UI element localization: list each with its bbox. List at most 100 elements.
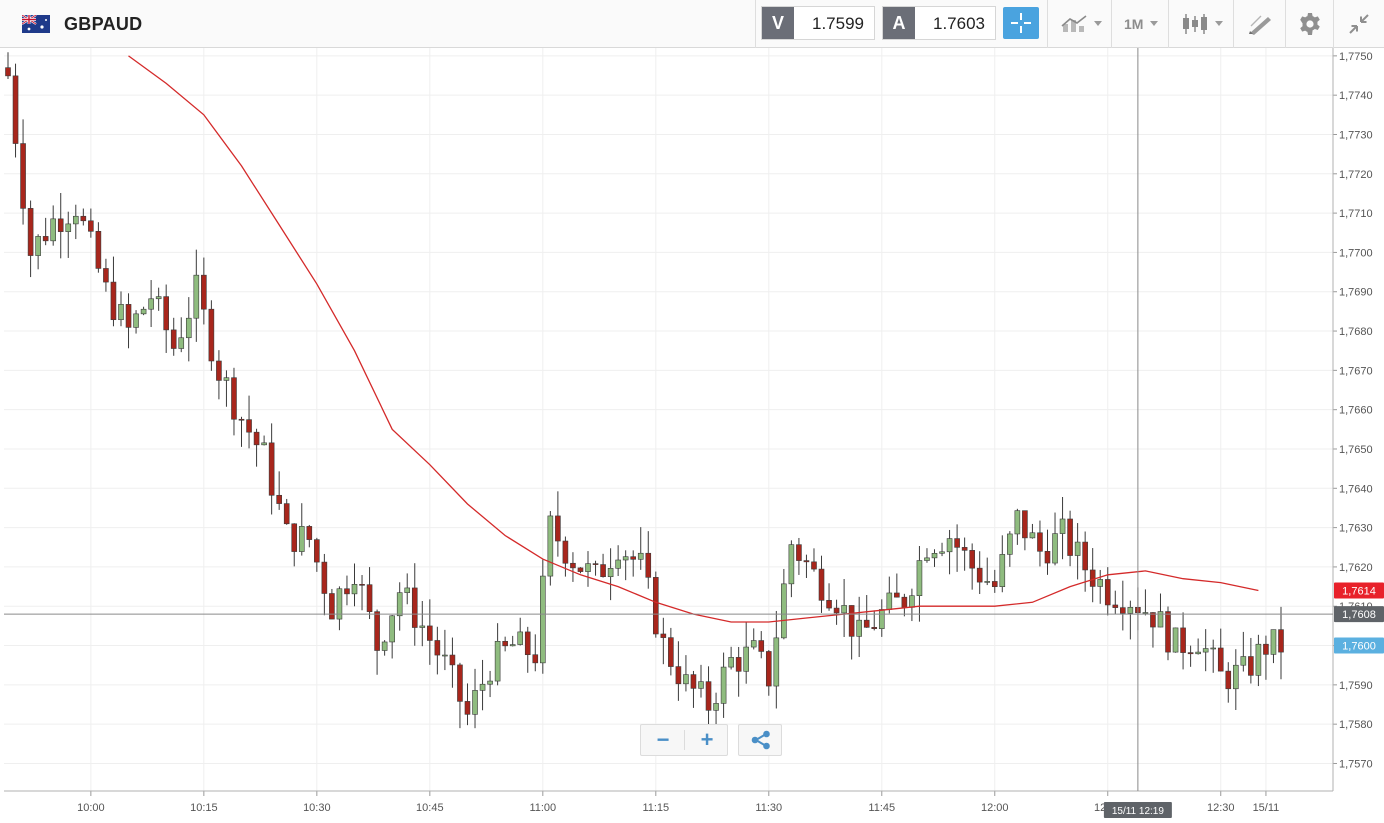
candle-down bbox=[449, 654, 456, 666]
price-tick-label: 1,7590 bbox=[1339, 680, 1373, 692]
buy-quote[interactable]: A 1.7603 bbox=[882, 6, 996, 40]
candle-up bbox=[1074, 541, 1081, 556]
candle-up bbox=[351, 584, 358, 595]
candle-down bbox=[1037, 532, 1043, 552]
candle-down bbox=[306, 526, 313, 540]
candle-up bbox=[916, 560, 923, 597]
candle-down bbox=[796, 544, 802, 561]
price-tick-label: 1,7570 bbox=[1339, 758, 1373, 770]
candle-up bbox=[931, 553, 938, 559]
price-tick-label: 1,7630 bbox=[1339, 523, 1373, 535]
candle-down bbox=[524, 631, 531, 656]
price-tick-label: 1,7660 bbox=[1339, 405, 1373, 417]
candle-down bbox=[125, 304, 132, 328]
candle-up bbox=[1255, 643, 1262, 676]
time-tick-label: 12:30 bbox=[1207, 802, 1235, 814]
candle-down bbox=[848, 605, 855, 637]
candle-up bbox=[261, 442, 267, 446]
candle-down bbox=[1248, 656, 1254, 676]
chart-type-button[interactable] bbox=[1168, 0, 1233, 48]
candle-down bbox=[1187, 652, 1194, 655]
share-icon bbox=[751, 730, 770, 750]
crosshair-time-box bbox=[1103, 802, 1172, 818]
candle-down bbox=[1165, 611, 1171, 653]
settings-button[interactable] bbox=[1285, 0, 1333, 48]
candle-up bbox=[878, 609, 885, 629]
candle-up bbox=[1052, 533, 1058, 564]
candle-up bbox=[140, 308, 147, 315]
candle-up bbox=[193, 274, 200, 319]
candle-down bbox=[570, 562, 576, 569]
candle-down bbox=[427, 625, 433, 641]
price-tick-label: 1,7710 bbox=[1339, 208, 1373, 220]
crosshair-button[interactable] bbox=[1003, 7, 1039, 39]
flag-gb-au-icon bbox=[22, 15, 50, 33]
candle-down bbox=[690, 674, 697, 689]
time-tick-label: 11:30 bbox=[755, 802, 782, 814]
price-tick-label: 1,7640 bbox=[1339, 483, 1373, 495]
candle-up bbox=[1157, 611, 1164, 628]
indicators-button[interactable] bbox=[1047, 0, 1111, 48]
candle-up bbox=[728, 657, 734, 668]
candle-down bbox=[231, 377, 237, 420]
candle-down bbox=[991, 581, 998, 588]
candle-up bbox=[1014, 510, 1021, 535]
candle-up bbox=[788, 544, 795, 585]
zoom-in-button[interactable]: + bbox=[700, 727, 714, 752]
share-button[interactable] bbox=[738, 724, 782, 756]
candle-up bbox=[509, 644, 516, 647]
candle-up bbox=[607, 568, 614, 578]
price-chart[interactable]: 1,7750 1,7740 1,7730 1,7720 1,7710 1,7700 1,76… bbox=[0, 48, 1384, 823]
candle-up bbox=[472, 690, 478, 715]
price-label-text: 1,7614 bbox=[1342, 586, 1376, 598]
price-tick-label: 1,7730 bbox=[1339, 129, 1373, 141]
candle-down bbox=[502, 640, 508, 647]
candle-down bbox=[811, 561, 817, 570]
zoom-divider bbox=[684, 730, 685, 750]
candle-down bbox=[652, 577, 659, 635]
candle-down bbox=[1263, 643, 1269, 655]
candle-down bbox=[1082, 541, 1088, 571]
candle-up bbox=[984, 581, 991, 583]
crosshair-time-label: 15/11 12:19 bbox=[1112, 806, 1165, 817]
candle-down bbox=[80, 215, 87, 222]
candle-down bbox=[1180, 627, 1186, 653]
candle-down bbox=[1217, 647, 1224, 672]
instrument-symbol: GBPAUD bbox=[64, 14, 143, 34]
candle-up bbox=[946, 538, 953, 553]
candle-down bbox=[803, 560, 810, 563]
candle-down bbox=[374, 611, 380, 651]
zoom-out-button[interactable]: − bbox=[656, 727, 670, 752]
candle-down bbox=[1044, 551, 1051, 564]
candle-down bbox=[871, 627, 878, 629]
candle-up bbox=[72, 215, 79, 225]
drawing-tools-button[interactable] bbox=[1233, 0, 1285, 48]
candle-down bbox=[464, 701, 471, 715]
candle-up bbox=[1240, 656, 1247, 666]
price-label-text: 1,7608 bbox=[1342, 609, 1376, 621]
drawing-icon bbox=[1249, 15, 1271, 35]
sell-price: 1.7599 bbox=[812, 14, 864, 33]
candle-down bbox=[329, 593, 335, 620]
collapse-button[interactable] bbox=[1333, 0, 1384, 48]
candle-down bbox=[216, 360, 222, 381]
candle-up bbox=[939, 551, 945, 554]
candle-up bbox=[1007, 533, 1013, 555]
candle-up bbox=[743, 646, 749, 672]
price-tick-label: 1,7670 bbox=[1339, 365, 1373, 377]
time-tick-label: 15/11 bbox=[1253, 802, 1280, 814]
candle-down bbox=[765, 651, 772, 687]
buy-price: 1.7603 bbox=[933, 14, 985, 33]
candle-up bbox=[841, 605, 847, 614]
candle-down bbox=[276, 494, 282, 504]
timeframe-selector[interactable]: 1M bbox=[1111, 0, 1168, 48]
sell-quote[interactable]: V 1.7599 bbox=[761, 6, 875, 40]
candle-down bbox=[103, 268, 109, 283]
candle-up bbox=[517, 631, 524, 645]
price-tick-label: 1,7580 bbox=[1339, 719, 1373, 731]
time-tick-label: 12:00 bbox=[981, 802, 1009, 814]
sell-label: V bbox=[762, 7, 794, 39]
candle-up bbox=[1172, 627, 1179, 653]
candle-up bbox=[494, 640, 501, 682]
price-label-box bbox=[1334, 582, 1384, 599]
